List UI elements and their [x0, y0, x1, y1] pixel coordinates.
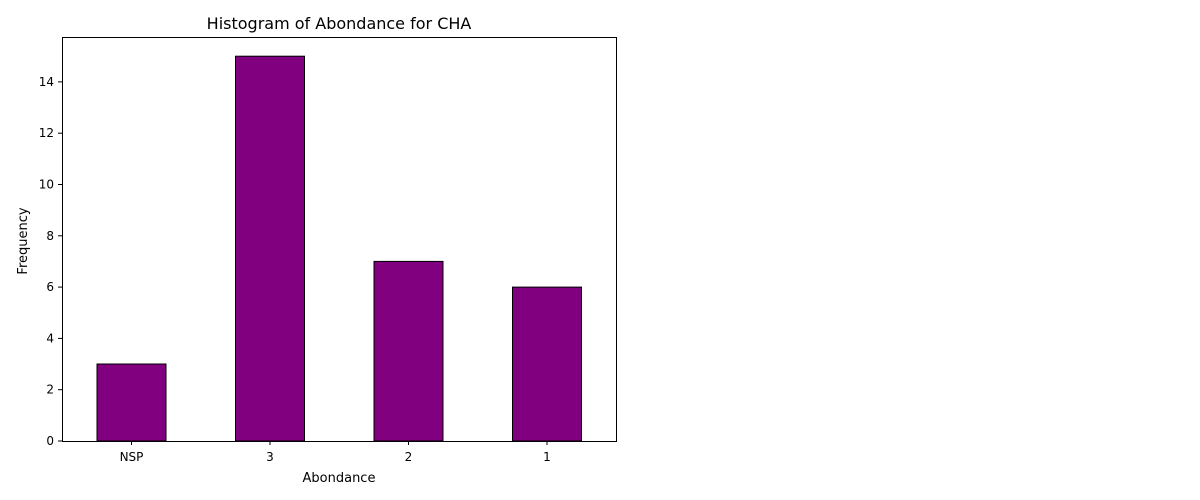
x-tick-label: 1	[543, 450, 551, 464]
bar-3	[235, 55, 305, 442]
x-tick-label: 3	[266, 450, 274, 464]
y-axis-label: Frequency	[16, 207, 31, 274]
y-tick-label: 4	[46, 331, 54, 345]
x-tick-label: NSP	[120, 450, 144, 464]
y-tick-label: 6	[46, 280, 54, 294]
x-axis-label: Abondance	[303, 471, 376, 486]
bar-nsp	[96, 363, 167, 442]
bar-1	[512, 286, 582, 442]
y-tick-label: 12	[39, 126, 54, 140]
y-tick-label: 10	[39, 177, 54, 191]
y-tick-label: 0	[46, 434, 54, 448]
y-tick-label: 14	[39, 75, 54, 89]
plot-frame	[62, 37, 617, 442]
x-tick-label: 2	[405, 450, 413, 464]
y-axis-ticks: 0 2 4 6 8 10 12 14	[39, 75, 62, 448]
bar-2	[373, 260, 444, 442]
x-axis-ticks: NSP 3 2 1	[120, 441, 551, 464]
y-tick-label: 2	[46, 383, 54, 397]
bars-group	[96, 55, 582, 442]
y-tick-label: 8	[46, 229, 54, 243]
chart-title: Histogram of Abondance for CHA	[207, 14, 472, 33]
